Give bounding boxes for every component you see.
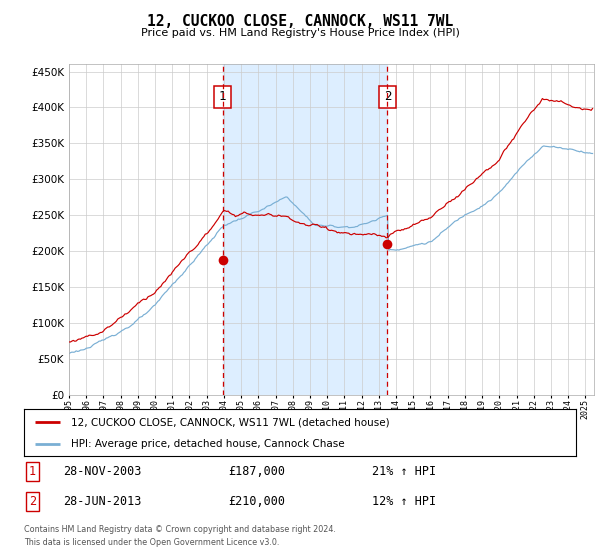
Text: This data is licensed under the Open Government Licence v3.0.: This data is licensed under the Open Gov… <box>24 538 280 547</box>
Text: 28-NOV-2003: 28-NOV-2003 <box>63 465 142 478</box>
Bar <box>223 64 388 395</box>
Text: £187,000: £187,000 <box>228 465 285 478</box>
Text: Price paid vs. HM Land Registry's House Price Index (HPI): Price paid vs. HM Land Registry's House … <box>140 28 460 38</box>
Text: HPI: Average price, detached house, Cannock Chase: HPI: Average price, detached house, Cann… <box>71 438 344 449</box>
Text: £210,000: £210,000 <box>228 494 285 508</box>
Text: 2: 2 <box>29 494 36 508</box>
Text: 1: 1 <box>219 90 226 103</box>
Text: 2: 2 <box>383 90 391 103</box>
Text: Contains HM Land Registry data © Crown copyright and database right 2024.: Contains HM Land Registry data © Crown c… <box>24 525 336 534</box>
Text: 12% ↑ HPI: 12% ↑ HPI <box>372 494 436 508</box>
Text: 28-JUN-2013: 28-JUN-2013 <box>63 494 142 508</box>
Text: 21% ↑ HPI: 21% ↑ HPI <box>372 465 436 478</box>
Text: 12, CUCKOO CLOSE, CANNOCK, WS11 7WL (detached house): 12, CUCKOO CLOSE, CANNOCK, WS11 7WL (det… <box>71 417 389 427</box>
Text: 1: 1 <box>29 465 36 478</box>
Text: 12, CUCKOO CLOSE, CANNOCK, WS11 7WL: 12, CUCKOO CLOSE, CANNOCK, WS11 7WL <box>147 14 453 29</box>
